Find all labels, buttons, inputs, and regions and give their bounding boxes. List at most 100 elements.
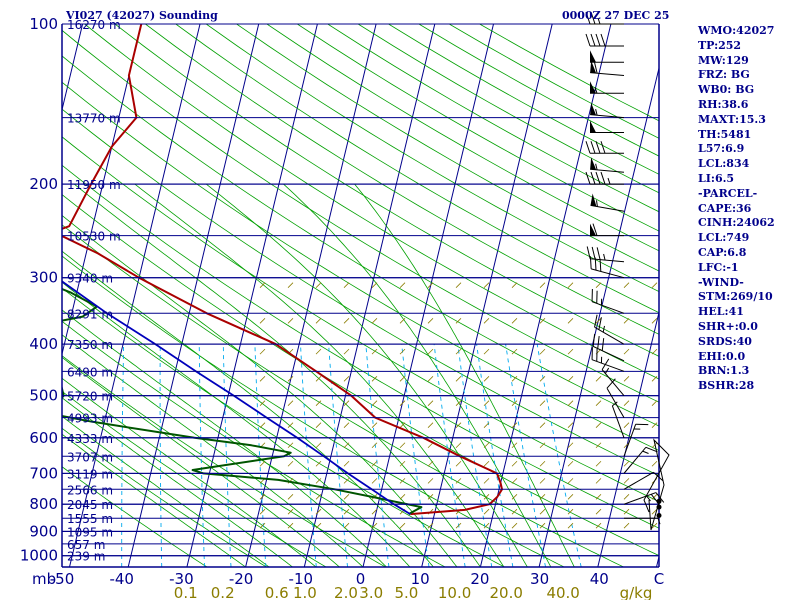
mixing-tick-segment [287, 376, 294, 382]
mixing-tick-segment [539, 348, 546, 355]
wind-barb-full [653, 471, 664, 482]
index-item: SHR+:0.0 [698, 319, 758, 333]
mixing-tick-segment [567, 318, 574, 324]
dry-adiabat-line [62, 108, 659, 477]
wind-barb-full [590, 33, 596, 47]
mixing-tick-segment [651, 460, 658, 467]
mixing-tick-segment [623, 422, 630, 428]
mixing-ratio-line [457, 344, 493, 567]
mixing-ratio-label: 0.2 [211, 584, 235, 600]
wind-barb [624, 517, 661, 525]
mixing-tick-segment [343, 376, 350, 382]
mixing-tick-segment [651, 318, 658, 324]
height-label: 657 m [67, 538, 105, 552]
mixing-ratio-label: 2.0 [334, 584, 358, 600]
wind-barb-half [603, 253, 606, 261]
moist-adiabat-line [62, 214, 458, 567]
wind-barb [585, 11, 624, 25]
mixing-tick-segment [315, 478, 322, 484]
mixing-tick-segment [371, 460, 378, 467]
wind-pennant [590, 157, 597, 170]
mixing-tick-segment [259, 522, 266, 529]
temperature-tick-label: 10 [411, 570, 430, 588]
wind-barb-staff [591, 268, 625, 279]
mixing-tick-segment [623, 376, 630, 382]
dry-adiabat-line [62, 427, 267, 567]
wind-barb [590, 157, 625, 173]
mixing-tick-segment [539, 400, 546, 406]
mixing-tick-segment [539, 442, 546, 449]
isotherm-line [538, 65, 659, 567]
mixing-tick-segment [511, 442, 518, 449]
temperature-tick-label: -30 [169, 570, 194, 588]
wind-barb-full [585, 33, 591, 47]
mixing-tick-segment [427, 460, 434, 467]
mixing-tick-segment [399, 522, 406, 529]
wind-barb-full [598, 317, 602, 330]
mixing-tick-segment [399, 478, 406, 484]
mixing-tick-segment [455, 318, 462, 324]
mixing-tick-segment [455, 348, 462, 355]
moist-adiabat-line [62, 250, 434, 567]
pressure-tick-label: 200 [29, 175, 58, 193]
dry-adiabat-line [62, 136, 659, 503]
wind-barb-half [642, 450, 649, 454]
pressure-tick-label: 400 [29, 335, 58, 353]
index-item: -PARCEL- [698, 186, 758, 200]
wind-barb [590, 193, 625, 212]
mixing-tick-segment [343, 400, 350, 406]
mixing-tick-segment [595, 460, 602, 467]
mixing-tick-segment [455, 400, 462, 406]
mixing-tick-segment [455, 442, 462, 449]
mixing-tick-segment [595, 376, 602, 382]
mixing-tick-segment [511, 318, 518, 324]
mixing-tick-segment [427, 478, 434, 484]
index-item: CINH:24062 [698, 216, 775, 230]
mixing-tick-segment [399, 422, 406, 428]
wind-pennant [590, 60, 597, 74]
height-label: 3707 m [67, 450, 113, 464]
wind-barb [623, 492, 665, 505]
wind-barb-full [586, 246, 591, 259]
mixing-ratio-label: 10.0 [438, 584, 471, 600]
mixing-tick-segment [651, 422, 658, 428]
wind-barb-full [599, 258, 602, 272]
mixing-tick-segment [287, 422, 294, 428]
mixing-ratio-label: 1.0 [293, 584, 317, 600]
mixing-tick-segment [511, 282, 518, 288]
mixing-tick-segment [259, 400, 266, 406]
mixing-ratio-line [198, 344, 205, 567]
mixing-ratio-label: 20.0 [490, 584, 523, 600]
dry-adiabat-line [62, 255, 565, 567]
mixing-ratio-line [328, 344, 349, 567]
mixing-tick-segment [651, 494, 658, 500]
mixing-unit-label: g/kg [620, 584, 653, 600]
isotherm-line [479, 24, 612, 567]
mixing-tick-segment [399, 442, 406, 449]
unit-mb-label: mb [32, 570, 56, 588]
wind-barb-full [593, 60, 598, 74]
mixing-ratio-line [222, 344, 232, 567]
mixing-tick-segment [539, 422, 546, 428]
height-label: 239 m [67, 550, 105, 564]
height-label: 2566 m [67, 483, 113, 497]
index-item: BSHR:28 [698, 379, 755, 393]
height-label: 10530 m [67, 230, 121, 244]
mixing-tick-segment [315, 376, 322, 382]
mixing-tick-segment [427, 376, 434, 382]
mixing-tick-segment [511, 460, 518, 467]
dry-adiabat-line [62, 81, 659, 452]
moist-adiabat-line [62, 433, 246, 567]
height-label: 11950 m [67, 178, 121, 192]
isotherm-line [127, 24, 260, 567]
indices-panel: WMO:42027 TP:252 MW:129 FRZ: BG WB0: BG RH:38… [698, 24, 798, 394]
mixing-tick-segment [595, 442, 602, 449]
mixing-tick-segment [511, 348, 518, 355]
dry-adiabat-line [62, 320, 446, 567]
temperature-profile-line [62, 24, 503, 516]
mixing-tick-segment [371, 442, 378, 449]
wind-pennant [590, 223, 596, 236]
mixing-tick-segment [483, 348, 490, 355]
pressure-tick-label: 1000 [20, 547, 58, 565]
mixing-tick-segment [595, 478, 602, 484]
